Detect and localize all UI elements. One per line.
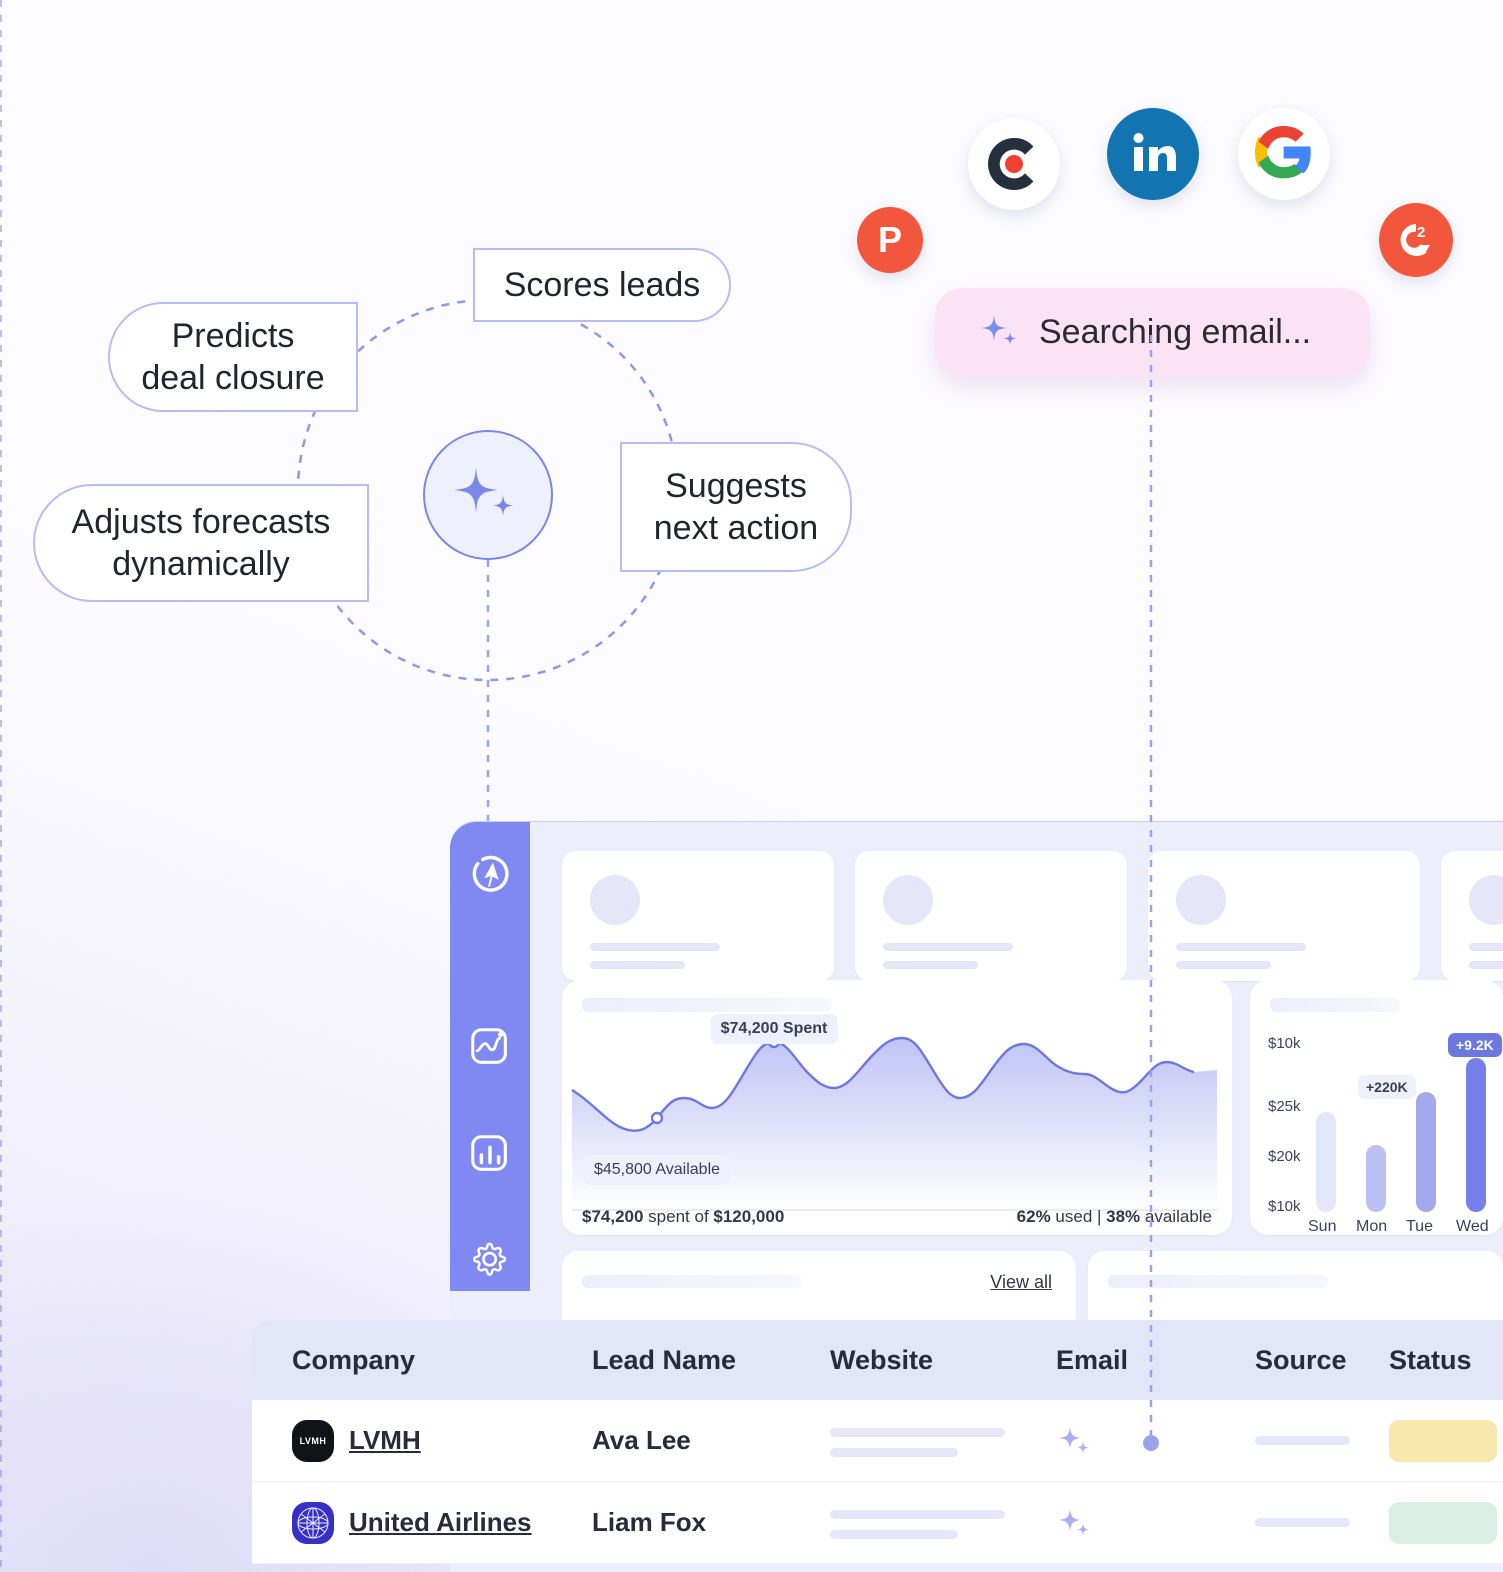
- svg-text:2: 2: [1417, 224, 1425, 241]
